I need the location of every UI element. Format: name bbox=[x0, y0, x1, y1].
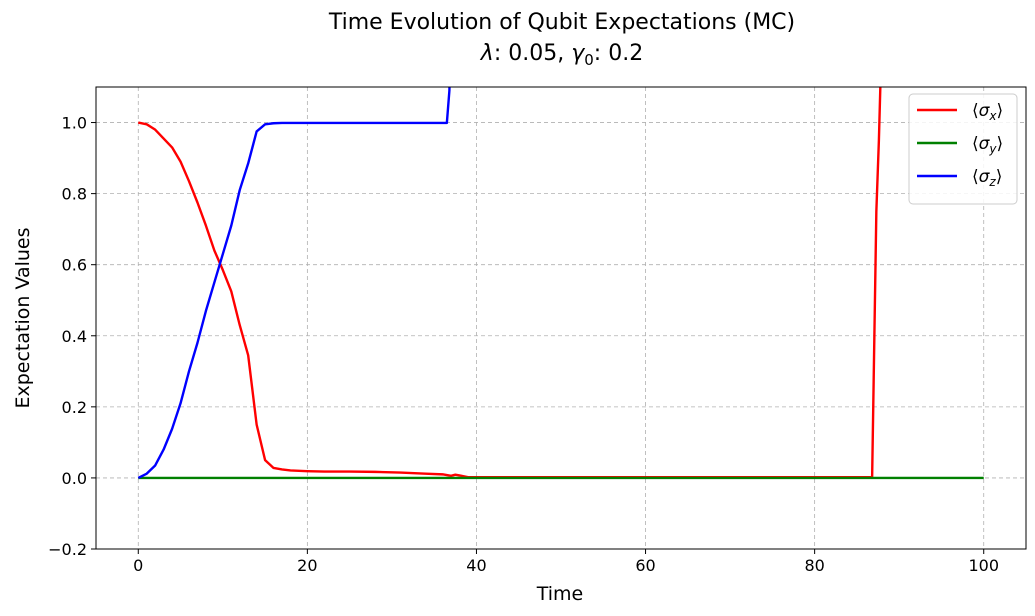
y-axis-label: Expectation Values bbox=[12, 227, 34, 408]
y-tick-label: 0.8 bbox=[62, 185, 87, 204]
chart-title-line1: Time Evolution of Qubit Expectations (MC… bbox=[328, 10, 795, 35]
x-tick-label: 20 bbox=[297, 556, 317, 575]
title-gamma-value: : 0.2 bbox=[594, 41, 643, 66]
x-axis-label: Time bbox=[536, 583, 584, 605]
grid-lines bbox=[96, 87, 1026, 550]
series-line-sigma-z bbox=[137, 87, 451, 479]
y-tick-label: 0.2 bbox=[62, 398, 87, 417]
title-gamma-symbol: γ bbox=[571, 41, 585, 66]
series-line-sigma-x bbox=[138, 87, 882, 479]
legend: ⟨σx⟩ ⟨σy⟩ ⟨σz⟩ bbox=[908, 93, 1018, 205]
title-lambda-symbol: λ bbox=[480, 41, 494, 66]
x-tick-label: 60 bbox=[635, 556, 655, 575]
y-tick-label: 1.0 bbox=[62, 114, 87, 133]
y-tick-label: 0.4 bbox=[62, 327, 87, 346]
y-tick-label: 0.6 bbox=[62, 256, 87, 275]
y-tick-label: 0.0 bbox=[62, 469, 87, 488]
plot-frame bbox=[95, 86, 1027, 550]
y-tick-label: −0.2 bbox=[48, 540, 87, 559]
legend-label-sigma-z: ⟨σz⟩ bbox=[972, 167, 1002, 189]
series-lines bbox=[137, 87, 984, 480]
legend-label-sigma-x: ⟨σx⟩ bbox=[972, 101, 1003, 123]
x-tick-label: 100 bbox=[968, 556, 999, 575]
x-tick-label: 40 bbox=[466, 556, 486, 575]
legend-label-sigma-y: ⟨σy⟩ bbox=[972, 134, 1003, 156]
axis-ticks: 0 20 40 60 80 100 −0.2 0.0 0.2 0.4 0.6 0.8 1.0 bbox=[48, 114, 999, 575]
chart-title-line2: λ: 0.05, γ0: 0.2 bbox=[480, 41, 643, 69]
x-tick-label: 0 bbox=[133, 556, 143, 575]
x-tick-label: 80 bbox=[804, 556, 824, 575]
title-lambda-value: : 0.05, bbox=[494, 41, 571, 66]
title-gamma-sub: 0 bbox=[584, 51, 594, 69]
